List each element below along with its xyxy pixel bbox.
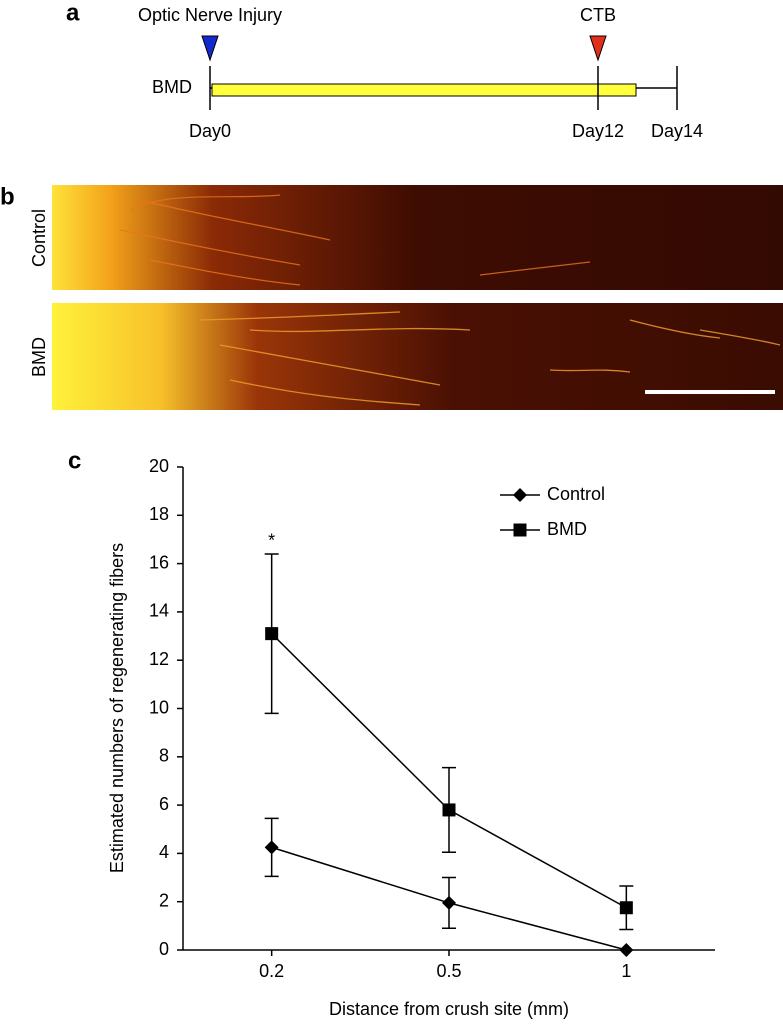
y-tick-label: 12 [149,649,169,669]
legend-label: BMD [547,519,587,539]
tracer-label: CTB [580,5,616,25]
day-label: Day12 [572,121,624,141]
legend-marker [513,488,527,502]
y-tick-label: 18 [149,504,169,524]
y-tick-label: 8 [159,746,169,766]
legend-marker [513,523,527,537]
group-label: BMD [152,77,192,97]
panel-letter: a [66,0,80,26]
y-tick-label: 14 [149,601,169,621]
data-point [265,627,279,641]
y-tick-label: 4 [159,842,169,862]
x-axis-label: Distance from crush site (mm) [329,999,569,1019]
panel-letter: c [68,447,81,474]
row-label: Control [29,209,49,267]
injury-marker [201,35,219,62]
y-tick-label: 20 [149,456,169,476]
day-label: Day14 [651,121,703,141]
treatment-bar [211,83,637,97]
y-tick-label: 16 [149,552,169,572]
x-tick-label: 1 [621,961,631,981]
data-point [619,901,633,915]
y-tick-label: 10 [149,697,169,717]
data-point [264,840,279,855]
data-point [619,943,634,957]
legend-label: Control [547,484,605,504]
y-tick-label: 2 [159,890,169,910]
injury-label: Optic Nerve Injury [138,5,282,25]
x-tick-label: 0.2 [259,961,284,981]
day-label: Day0 [189,121,231,141]
y-tick-label: 0 [159,939,169,959]
data-point [442,895,456,910]
tracer-marker [589,35,607,62]
y-axis-label: Estimated numbers of regenerating fibers [107,543,127,873]
row-label: BMD [29,337,49,377]
y-tick-label: 6 [159,794,169,814]
panel-letter: b [0,183,15,210]
micrograph [52,185,783,290]
significance-mark: * [268,531,275,551]
x-tick-label: 0.5 [436,961,461,981]
data-point [442,803,456,817]
